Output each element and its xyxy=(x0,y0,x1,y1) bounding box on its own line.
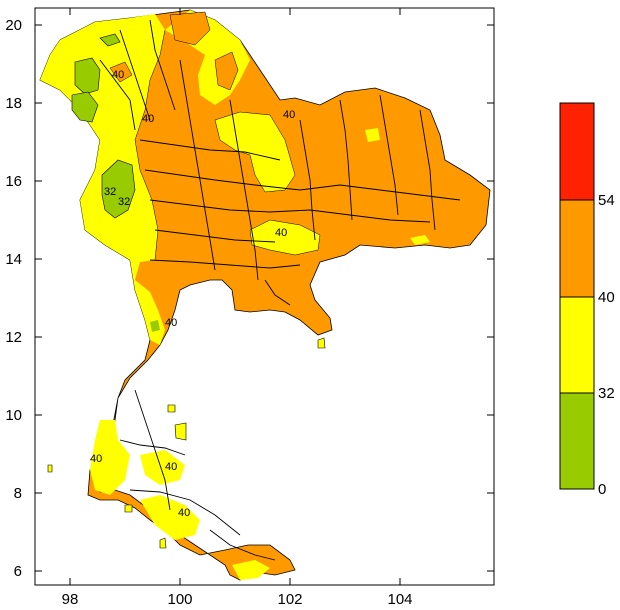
islands xyxy=(47,337,326,549)
contour-label: 40 xyxy=(142,113,154,125)
color-scale-bin-yellow xyxy=(559,296,595,394)
contour-label: 40 xyxy=(112,69,124,81)
region-yellow-peninsula-south xyxy=(140,495,200,540)
y-tick-label: 18 xyxy=(5,95,22,112)
x-tick-labels: 98 100 102 104 xyxy=(62,591,413,608)
region-green-small-south xyxy=(150,320,160,332)
y-axis xyxy=(35,24,494,572)
contour-label-group: 40 32 32 40 40 40 40 40 40 40 xyxy=(90,69,295,519)
color-scale-bin-top xyxy=(559,102,595,201)
region-orange-north-pocket-1 xyxy=(169,11,211,46)
contour-lines xyxy=(134,29,321,261)
color-scale-label: 0 xyxy=(598,481,606,498)
x-tick-label: 100 xyxy=(167,591,192,608)
region-yellow-east-center xyxy=(250,220,320,255)
region-green-west xyxy=(101,159,136,219)
color-scale-label: 54 xyxy=(598,192,615,209)
contour-label: 40 xyxy=(165,461,177,473)
contour-label: 32 xyxy=(118,196,130,208)
color-scale-label: 40 xyxy=(598,289,615,306)
contour-label: 40 xyxy=(275,227,287,239)
y-tick-label: 6 xyxy=(14,563,22,580)
region-green-top xyxy=(99,33,121,47)
x-axis xyxy=(69,8,401,585)
region-yellow-northeast-spot xyxy=(365,128,380,142)
region-green-north-1 xyxy=(74,57,101,95)
y-tick-label: 12 xyxy=(5,329,22,346)
contour-label: 40 xyxy=(165,317,177,329)
contour-label: 40 xyxy=(90,453,102,465)
x-tick-label: 102 xyxy=(277,591,302,608)
region-orange-north-pocket-3 xyxy=(109,61,133,83)
region-yellow-south-tip xyxy=(232,560,270,580)
y-tick-label: 10 xyxy=(5,407,22,424)
region-yellow-peninsula-west xyxy=(90,420,130,495)
x-tick-label: 104 xyxy=(387,591,412,608)
y-tick-label: 14 xyxy=(5,251,22,268)
contour-label: 32 xyxy=(104,186,116,198)
y-tick-label: 16 xyxy=(5,173,22,190)
province-boundaries xyxy=(99,19,461,561)
y-tick-label: 20 xyxy=(5,17,22,34)
y-tick-labels: 20 18 16 14 12 10 8 6 xyxy=(5,17,22,580)
color-scale-label: 32 xyxy=(598,385,615,402)
map-layers xyxy=(39,9,491,581)
region-yellow-peninsula-center xyxy=(140,450,185,485)
contour-label: 40 xyxy=(178,507,190,519)
contour-label: 40 xyxy=(283,109,295,121)
color-scale-bin-green xyxy=(559,392,595,490)
x-tick-label: 98 xyxy=(62,591,79,608)
region-orange-north-pocket-2 xyxy=(214,51,239,91)
region-green-north-2 xyxy=(71,91,99,123)
color-scale: 54 40 32 0 xyxy=(559,102,615,498)
y-tick-label: 8 xyxy=(14,485,22,502)
color-scale-bin-orange xyxy=(559,199,595,298)
region-yellow-east-spot xyxy=(410,235,430,245)
